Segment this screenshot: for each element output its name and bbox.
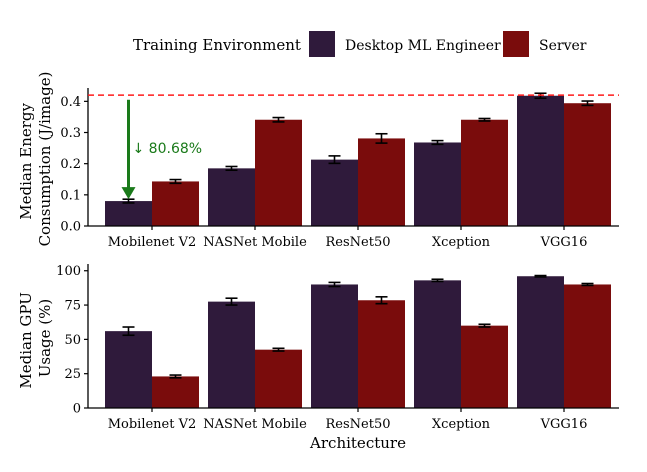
energy-bar [461,119,508,226]
energy-bar [358,138,405,226]
gpu-y-tick-label: 0 [73,402,81,417]
gpu-error-bar [431,278,444,283]
energy-error-bar [122,198,135,204]
gpu-bar [414,280,461,408]
energy-error-bar [581,100,594,107]
energy-error-bar [328,155,341,165]
gpu-error-bar [375,296,388,305]
energy-category-label: Mobilenet V2 [108,235,197,250]
legend-swatch-server [503,31,529,57]
energy-category-label: Xception [432,235,491,250]
legend-swatch-desktop [309,31,335,57]
energy-ylabel-line1: Median Energy [17,102,35,219]
energy-error-bar [169,178,182,185]
gpu-error-bar [122,326,135,337]
gpu-y-tick-label: 100 [56,264,81,279]
x-axis-title: Architecture [309,434,406,452]
gpu-panel: Median GPU Usage (%) 0 25 50 75 100 Mobilenet… [17,264,619,432]
energy-category-label: ResNet50 [326,235,391,250]
gpu-bar [208,301,255,408]
gpu-ylabel: Median GPU Usage (%) [17,287,54,388]
energy-bar [152,181,199,226]
energy-error-bar [225,165,238,172]
energy-y-tick-label: 0.3 [60,126,81,141]
energy-panel: Median Energy Consumption (J/image) 0.0 0… [17,72,619,250]
gpu-bar [461,325,508,408]
gpu-bar [564,284,611,408]
gpu-error-bar [581,282,594,287]
energy-bar [517,95,564,226]
legend-label-server: Server [539,38,587,54]
energy-y-tick-label: 0.1 [60,188,81,203]
energy-error-bar [478,117,491,122]
legend-label-desktop: Desktop ML Engineer [345,38,501,54]
gpu-category-label: Mobilenet V2 [108,417,197,432]
energy-y-tick-label: 0.4 [60,95,81,110]
energy-error-bar [272,116,285,123]
gpu-y-tick-label: 25 [64,367,81,382]
gpu-bar [255,349,302,408]
energy-bar [414,142,461,226]
energy-error-bar [431,139,444,146]
legend: Training Environment Desktop ML Engineer… [133,31,587,57]
gpu-error-bar [225,297,238,306]
gpu-bar [152,376,199,408]
energy-ylabel: Median Energy Consumption (J/image) [17,72,54,247]
energy-y-tick-label: 0.0 [60,220,81,235]
gpu-bar [105,331,152,408]
energy-bar [564,103,611,226]
energy-error-bar [375,132,388,144]
energy-category-label: VGG16 [540,235,588,250]
gpu-ylabel-line1: Median GPU [17,292,35,388]
gpu-bar [311,284,358,408]
energy-bar [105,201,152,226]
energy-y-tick-label: 0.2 [60,157,81,172]
energy-category-label: NASNet Mobile [203,235,307,250]
gpu-error-bar [272,347,285,352]
gpu-error-bar [534,274,547,278]
reduction-arrow [121,99,136,200]
gpu-y-tick-label: 50 [64,333,81,348]
gpu-ylabel-line2: Usage (%) [36,299,54,378]
reduction-label: ↓ 80.68% [133,141,203,157]
energy-bar [255,119,302,226]
energy-bar [208,168,255,226]
gpu-category-label: VGG16 [540,417,588,432]
gpu-error-bar [478,323,491,328]
gpu-bar [517,276,564,408]
gpu-category-label: Xception [432,417,491,432]
gpu-error-bar [169,374,182,379]
gpu-category-label: ResNet50 [326,417,391,432]
energy-bar [311,159,358,226]
gpu-y-tick-label: 75 [64,299,81,314]
legend-title: Training Environment [133,36,301,54]
energy-ylabel-line2: Consumption (J/image) [36,72,54,247]
gpu-error-bar [328,281,341,288]
gpu-category-label: NASNet Mobile [203,417,307,432]
gpu-bar [358,300,405,408]
